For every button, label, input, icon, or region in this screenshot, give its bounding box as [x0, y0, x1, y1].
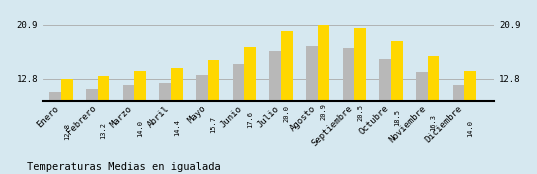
Bar	[122, 85, 134, 164]
Bar	[281, 31, 293, 164]
Text: 13.2: 13.2	[100, 122, 106, 139]
Text: 14.4: 14.4	[174, 119, 180, 136]
Bar	[49, 92, 61, 164]
Text: 20.9: 20.9	[321, 103, 326, 120]
Bar	[354, 27, 366, 164]
Text: 15.7: 15.7	[211, 116, 216, 133]
Bar	[233, 65, 244, 164]
Text: 20.5: 20.5	[357, 104, 363, 121]
Bar	[391, 41, 403, 164]
Bar	[134, 71, 146, 164]
Bar	[318, 25, 329, 164]
Text: Temperaturas Medias en igualada: Temperaturas Medias en igualada	[27, 162, 221, 172]
Bar	[208, 60, 219, 164]
Bar	[159, 83, 171, 164]
Bar	[196, 75, 208, 164]
Bar	[379, 59, 391, 164]
Bar	[171, 68, 183, 164]
Text: 14.0: 14.0	[137, 120, 143, 137]
Bar	[343, 48, 354, 164]
Bar	[465, 71, 476, 164]
Bar	[244, 47, 256, 164]
Text: 20.0: 20.0	[284, 105, 290, 122]
Text: 18.5: 18.5	[394, 109, 400, 126]
Bar	[453, 85, 465, 164]
Text: 17.6: 17.6	[247, 111, 253, 128]
Text: 14.0: 14.0	[467, 120, 473, 137]
Text: 12.8: 12.8	[64, 123, 70, 140]
Bar	[306, 46, 318, 164]
Bar	[86, 89, 98, 164]
Bar	[269, 51, 281, 164]
Bar	[416, 72, 427, 164]
Bar	[98, 76, 110, 164]
Bar	[61, 79, 72, 164]
Bar	[427, 56, 439, 164]
Text: 16.3: 16.3	[431, 114, 437, 132]
